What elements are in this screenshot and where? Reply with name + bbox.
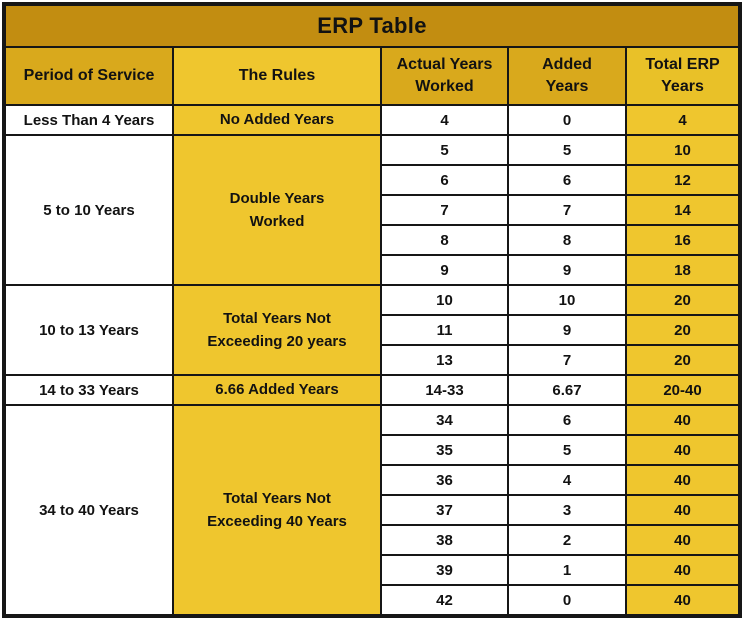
added-years-cell: 6 bbox=[507, 164, 627, 196]
added-years-cell: 8 bbox=[507, 224, 627, 256]
table-head: ERP Table Period of Service The Rules Ac… bbox=[3, 3, 741, 106]
table-row: 10 to 13 Years Total Years Not Exceeding … bbox=[3, 284, 741, 376]
actual-years-cell: 4 bbox=[380, 104, 509, 136]
period-cell: Less Than 4 Years bbox=[3, 104, 174, 136]
period-cell: 5 to 10 Years bbox=[3, 134, 174, 286]
rule-cell: No Added Years bbox=[172, 104, 382, 136]
actual-years-cell: 36 bbox=[380, 464, 509, 496]
table-row: 14 to 33 Years 6.66 Added Years 14-33 6.67 2… bbox=[3, 374, 741, 406]
added-years-cell: 5 bbox=[507, 434, 627, 466]
table-row: 13 7 20 bbox=[4, 344, 741, 376]
rule-cell: 6.66 Added Years bbox=[172, 374, 382, 406]
added-years-cell: 2 bbox=[507, 524, 627, 556]
added-years-cell: 1 bbox=[507, 554, 627, 586]
period-cell: 10 to 13 Years bbox=[3, 284, 174, 376]
table-row: 5 to 10 Years Double Years Worked 5 5 10 bbox=[3, 134, 741, 286]
table-row: 7 7 14 bbox=[4, 194, 741, 226]
column-header-rules: The Rules bbox=[172, 46, 382, 106]
table-title: ERP Table bbox=[3, 3, 741, 48]
added-years-cell: 6 bbox=[507, 404, 627, 436]
total-erp-cell: 40 bbox=[625, 404, 741, 436]
actual-years-cell: 14-33 bbox=[380, 374, 509, 406]
total-erp-cell: 20 bbox=[625, 314, 741, 346]
actual-years-cell: 37 bbox=[380, 494, 509, 526]
total-erp-cell: 14 bbox=[625, 194, 741, 226]
header-row: Period of Service The Rules Actual Years… bbox=[3, 46, 741, 106]
added-years-cell: 9 bbox=[507, 254, 627, 286]
added-years-cell: 0 bbox=[507, 104, 627, 136]
total-erp-cell: 10 bbox=[625, 134, 741, 166]
added-years-cell: 9 bbox=[507, 314, 627, 346]
total-erp-cell: 40 bbox=[625, 434, 741, 466]
added-years-cell: 6.67 bbox=[507, 374, 627, 406]
actual-years-cell: 35 bbox=[380, 434, 509, 466]
added-years-cell: 7 bbox=[507, 344, 627, 376]
table-row: 6 6 12 bbox=[4, 164, 741, 196]
column-header-actual-years: Actual Years Worked bbox=[380, 46, 509, 106]
total-erp-cell: 40 bbox=[625, 464, 741, 496]
added-years-cell: 5 bbox=[507, 134, 627, 166]
total-erp-cell: 4 bbox=[625, 104, 741, 136]
table-row: 37 3 40 bbox=[4, 494, 741, 526]
total-erp-cell: 40 bbox=[625, 554, 741, 586]
total-erp-cell: 20-40 bbox=[625, 374, 741, 406]
total-erp-cell: 12 bbox=[625, 164, 741, 196]
rule-cell: Total Years Not Exceeding 40 Years bbox=[172, 404, 382, 617]
table-row: 36 4 40 bbox=[4, 464, 741, 496]
actual-years-cell: 39 bbox=[380, 554, 509, 586]
column-header-added-years: Added Years bbox=[507, 46, 627, 106]
period-cell: 14 to 33 Years bbox=[3, 374, 174, 406]
table-body: Less Than 4 Years No Added Years 4 0 4 5 to 1… bbox=[3, 104, 741, 617]
table-row: Less Than 4 Years No Added Years 4 0 4 bbox=[3, 104, 741, 136]
actual-years-cell: 6 bbox=[380, 164, 509, 196]
title-row: ERP Table bbox=[3, 3, 741, 48]
added-years-cell: 7 bbox=[507, 194, 627, 226]
added-years-cell: 3 bbox=[507, 494, 627, 526]
table-row: 35 5 40 bbox=[4, 434, 741, 466]
actual-years-cell: 8 bbox=[380, 224, 509, 256]
actual-years-cell: 7 bbox=[380, 194, 509, 226]
added-years-cell: 10 bbox=[507, 284, 627, 316]
actual-years-cell: 10 bbox=[380, 284, 509, 316]
total-erp-cell: 16 bbox=[625, 224, 741, 256]
added-years-cell: 0 bbox=[507, 584, 627, 617]
table-row: 34 to 40 Years Total Years Not Exceeding … bbox=[3, 404, 741, 617]
actual-years-cell: 42 bbox=[380, 584, 509, 617]
total-erp-cell: 20 bbox=[625, 344, 741, 376]
total-erp-cell: 18 bbox=[625, 254, 741, 286]
actual-years-cell: 11 bbox=[380, 314, 509, 346]
actual-years-cell: 38 bbox=[380, 524, 509, 556]
rule-cell: Total Years Not Exceeding 20 years bbox=[172, 284, 382, 376]
table-row: 11 9 20 bbox=[4, 314, 741, 346]
period-cell: 34 to 40 Years bbox=[3, 404, 174, 617]
added-years-cell: 4 bbox=[507, 464, 627, 496]
column-header-total-erp: Total ERP Years bbox=[625, 46, 741, 106]
actual-years-cell: 9 bbox=[380, 254, 509, 286]
actual-years-cell: 34 bbox=[380, 404, 509, 436]
total-erp-cell: 40 bbox=[625, 494, 741, 526]
table-row: 8 8 16 bbox=[4, 224, 741, 256]
total-erp-cell: 40 bbox=[625, 584, 741, 617]
total-erp-cell: 20 bbox=[625, 284, 741, 316]
table-row: 9 9 18 bbox=[4, 254, 741, 286]
total-erp-cell: 40 bbox=[625, 524, 741, 556]
actual-years-cell: 13 bbox=[380, 344, 509, 376]
rule-cell: Double Years Worked bbox=[172, 134, 382, 286]
actual-years-cell: 5 bbox=[380, 134, 509, 166]
column-header-period: Period of Service bbox=[3, 46, 174, 106]
